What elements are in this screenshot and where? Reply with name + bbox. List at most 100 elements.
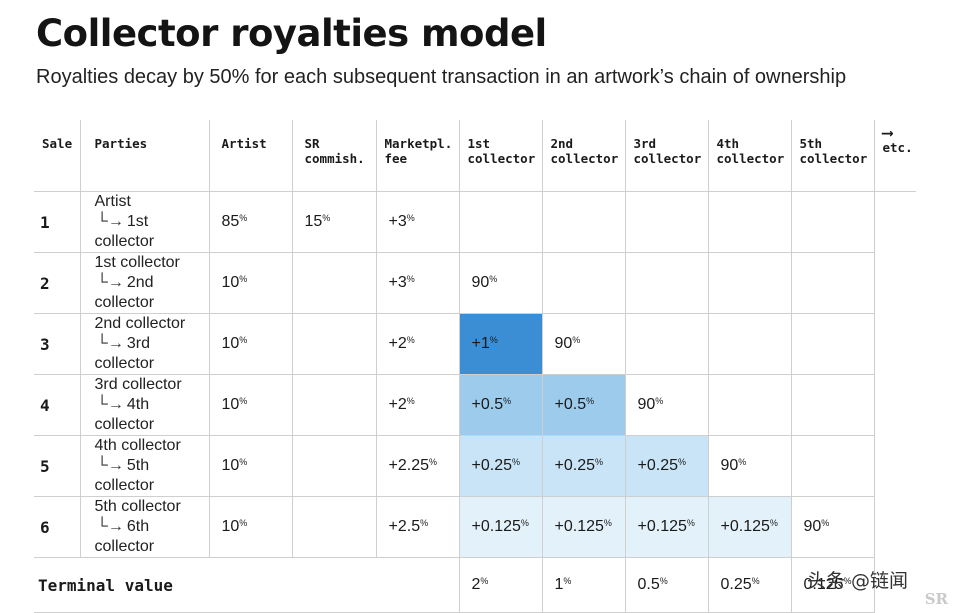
percent-sign: % [586,396,595,406]
parties-cell: 5th collector └→ 6th collector [79,496,210,558]
table-row: 2 1st collector └→ 2nd collector 10% +3% 90% [34,252,916,314]
collector-3-share: 90% [624,374,709,436]
sr-commission [291,496,377,558]
artist-share-value: 10% [222,335,248,352]
collector-1-share-value: +0.125% [472,518,529,535]
table-body: 1 Artist └→ 1st collector 85% 15% +3% 2 1st coll… [34,191,916,613]
party-to: 2nd collector [94,274,155,311]
terminal-row: Terminal value 2% 1% 0.5% 0.25% 0.125% [34,557,916,613]
header-parties: Parties [79,120,210,192]
terminal-value-collector-3-number: 0.5 [637,576,660,593]
percent-sign: % [520,518,529,528]
page-subtitle: Royalties decay by 50% for each subseque… [36,66,847,88]
royalties-table: Sale Parties Artist SR commish. Marketpl.… [34,120,916,613]
collector-1-share-value: +0.5% [472,396,512,413]
collector-1-share-number: +0.125 [471,518,521,535]
header-sr-commission: SR commish. [291,120,377,192]
percent-sign: % [406,335,415,345]
header-row: Sale Parties Artist SR commish. Marketpl.… [34,120,916,192]
sr-commission [291,313,377,375]
terminal-value-collector-1-value: 2% [472,576,489,593]
etc-cell [873,374,916,436]
collector-3-share [624,313,709,375]
terminal-value-collector-5-value: 0.125% [804,576,852,593]
terminal-value-collector-5: 0.125% [790,557,875,613]
header-marketplace-fee: Marketpl. fee [375,120,460,192]
header-c3-line2: collector [633,151,702,166]
percent-sign: % [843,576,852,586]
collector-2-share-value: 90% [555,335,581,352]
sr-commission [291,252,377,314]
collector-1-share: +0.125% [458,496,543,558]
sub-arrow-icon: └→ [96,457,124,474]
party-to: 5th collector [94,457,155,494]
marketplace-fee-number: +3 [388,274,407,291]
etc-cell [873,191,916,253]
header-collector-5: 5th collector [790,120,875,192]
collector-1-share-value: 90% [472,274,498,291]
terminal-value-collector-2-number: 1 [554,576,564,593]
header-collector-1: 1st collector [458,120,543,192]
artist-share-value: 10% [222,274,248,291]
header-mkt-line2: fee [384,151,408,166]
collector-1-share: +1% [458,313,543,375]
marketplace-fee-value: +2% [389,335,415,352]
artist-share: 10% [208,313,293,375]
collector-4-share-number: 90 [720,457,739,474]
sale-number: 1 [34,191,81,253]
header-etc-label: etc. [882,140,913,155]
artist-share-number: 10 [221,457,240,474]
collector-5-share-number: 90 [803,518,822,535]
percent-sign: % [511,457,520,467]
collector-4-share-value: 90% [721,457,747,474]
party-to-line: └→ 3rd collector [95,334,209,374]
header-c2-line1: 2nd [550,136,574,151]
etc-cell [873,496,916,558]
percent-sign: % [239,518,248,528]
party-from: 4th collector [94,437,181,454]
party-from: 2nd collector [94,315,186,332]
percent-sign: % [239,457,248,467]
collector-5-share [790,435,875,497]
collector-3-share: +0.125% [624,496,709,558]
collector-1-share: +0.25% [458,435,543,497]
artist-share-value: 10% [222,457,248,474]
table-row: 4 3rd collector └→ 4th collector 10% +2% +0.5%… [34,374,916,436]
marketplace-fee-number: +2.25 [388,457,429,474]
terminal-value-collector-2: 1% [541,557,626,613]
header-sr-line2: commish. [304,151,365,166]
marketplace-fee-value: +2% [389,396,415,413]
header-c5-line1: 5th [799,136,823,151]
terminal-value-collector-4-number: 0.25 [720,576,752,593]
marketplace-fee-number: +2.5 [388,518,421,535]
marketplace-fee-value: +2.5% [389,518,429,535]
artist-share-number: 85 [221,213,240,230]
percent-sign: % [420,518,429,528]
terminal-value-collector-1: 2% [458,557,543,613]
artist-share-number: 10 [221,518,240,535]
parties-cell: 3rd collector └→ 4th collector [79,374,210,436]
collector-5-share [790,252,875,314]
header-c4-line2: collector [716,151,785,166]
watermark: 头条 @链闻 [806,570,908,592]
page-title: Collector royalties model [36,12,547,55]
artist-share-value: 85% [222,213,248,230]
header-etc: ⟶ etc. [873,120,916,192]
sale-number: 4 [34,374,81,436]
marketplace-fee-value: +3% [389,213,415,230]
parties-cell: 1st collector └→ 2nd collector [79,252,210,314]
marketplace-fee-number: +2 [388,335,407,352]
header-sale: Sale [34,120,81,192]
marketplace-fee: +3% [375,252,460,314]
terminal-value-collector-5-number: 0.125 [803,576,844,593]
percent-sign: % [480,576,489,586]
parties-cell: Artist └→ 1st collector [79,191,210,253]
percent-sign: % [686,518,695,528]
collector-3-share: +0.25% [624,435,709,497]
terminal-value-collector-2-value: 1% [555,576,572,593]
header-c1-line2: collector [467,151,536,166]
marketplace-fee: +2% [375,374,460,436]
collector-4-share [707,191,792,253]
artist-share-value: 10% [222,396,248,413]
percent-sign: % [769,518,778,528]
